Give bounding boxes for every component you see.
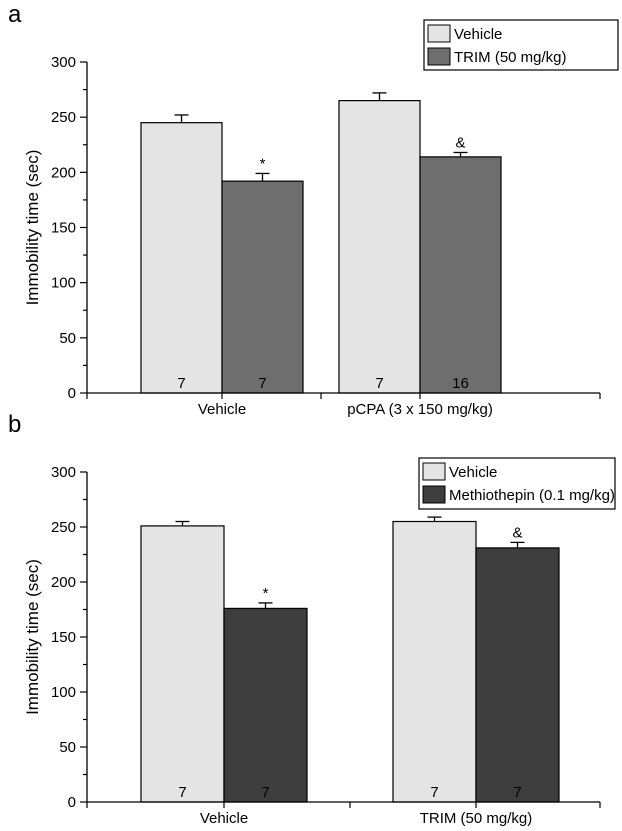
- n-label: 7: [177, 375, 185, 392]
- significance-mark: *: [263, 585, 269, 602]
- y-tick-label: 300: [51, 54, 76, 71]
- bar-1-1: [419, 156, 502, 394]
- y-tick-label: 200: [51, 574, 76, 591]
- chart-panel-b: b Immobility time (sec) 7 7 7 * 7 & 0 50 100 150 200…: [8, 411, 616, 827]
- y-tick-label: 50: [59, 330, 76, 347]
- bar-1-0: [221, 180, 304, 394]
- significance-mark: &: [512, 524, 522, 541]
- legend-swatch: [427, 24, 451, 43]
- y-tick-label: 100: [51, 684, 76, 701]
- bar-1-1: [475, 547, 560, 803]
- x-tick-label: TRIM (50 mg/kg): [420, 810, 533, 826]
- y-tick-label: 100: [51, 275, 76, 292]
- y-tick-label: 200: [51, 164, 76, 181]
- bar-0-0: [140, 525, 225, 803]
- panel-letter: b: [8, 411, 21, 438]
- y-tick-label: 150: [51, 220, 76, 237]
- y-tick-label: 150: [51, 629, 76, 646]
- legend: Vehicle Methiothepin (0.1 mg/kg): [418, 457, 616, 510]
- bar-1-0: [223, 607, 308, 803]
- y-axis-label: Immobility time (sec): [23, 150, 42, 306]
- bar-0-1: [392, 520, 477, 803]
- y-tick-label: 250: [51, 109, 76, 126]
- legend-label: Vehicle: [449, 464, 497, 481]
- n-label: 7: [375, 375, 383, 392]
- n-label: 7: [178, 784, 186, 801]
- n-label: 16: [452, 375, 469, 392]
- legend-label: Vehicle: [454, 26, 502, 43]
- chart-panel-a: a Immobility time (sec) 7 7 7 * 16 & 0 50 100 150 20…: [8, 1, 619, 418]
- legend-box: [418, 457, 616, 510]
- y-axis-label: Immobility time (sec): [23, 559, 42, 715]
- x-tick-label: Vehicle: [200, 810, 248, 826]
- y-tick-label: 0: [68, 385, 76, 402]
- legend-label: Methiothepin (0.1 mg/kg): [449, 487, 615, 504]
- legend-box: [423, 19, 619, 71]
- n-label: 7: [430, 784, 438, 801]
- panel-letter: a: [8, 1, 22, 28]
- n-label: 7: [513, 784, 521, 801]
- significance-mark: &: [455, 134, 465, 151]
- y-tick-label: 0: [68, 794, 76, 811]
- bar-0-0: [140, 122, 223, 394]
- y-tick-label: 300: [51, 464, 76, 481]
- legend-swatch: [427, 47, 451, 66]
- legend-swatch: [422, 485, 446, 504]
- n-label: 7: [258, 375, 266, 392]
- significance-mark: *: [260, 155, 266, 172]
- legend-swatch: [422, 462, 446, 481]
- x-tick-label: pCPA (3 x 150 mg/kg): [347, 401, 493, 418]
- legend: Vehicle TRIM (50 mg/kg): [423, 19, 619, 71]
- legend-label: TRIM (50 mg/kg): [454, 49, 567, 66]
- y-tick-label: 250: [51, 519, 76, 536]
- x-tick-label: Vehicle: [198, 401, 246, 418]
- y-tick-label: 50: [59, 739, 76, 756]
- n-label: 7: [261, 784, 269, 801]
- bar-0-1: [338, 100, 421, 394]
